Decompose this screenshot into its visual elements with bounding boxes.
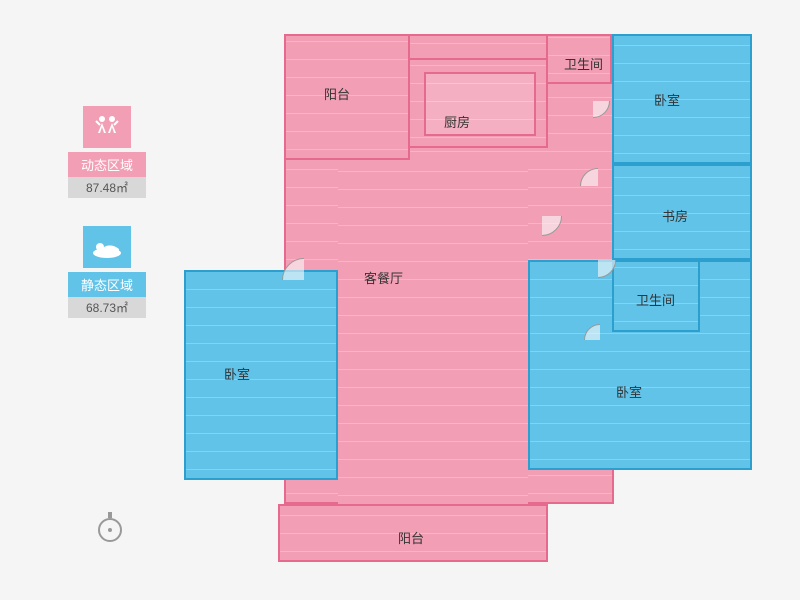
label-bed_left: 卧室: [224, 364, 250, 383]
room-bed_tr: [612, 34, 752, 164]
legend-static-value: 68.73㎡: [68, 297, 146, 318]
label-bed_tr: 卧室: [654, 90, 680, 109]
floorplan: 客餐厅阳台厨房卫生间阳台卧室书房卫生间卧室卧室: [184, 28, 754, 578]
label-kitchen: 厨房: [444, 112, 470, 131]
legend-panel: 动态区域 87.48㎡ 静态区域 68.73㎡: [68, 106, 146, 346]
legend-dynamic-value: 87.48㎡: [68, 177, 146, 198]
kitchen-counter: [424, 72, 536, 136]
label-living: 客餐厅: [364, 268, 403, 287]
people-icon: [83, 106, 131, 148]
living-corridor: [338, 160, 528, 504]
room-bed_left: [184, 270, 338, 480]
legend-dynamic-title: 动态区域: [68, 152, 146, 177]
label-balcony2: 阳台: [398, 528, 424, 547]
label-bath1: 卫生间: [564, 54, 603, 73]
label-bath2: 卫生间: [636, 290, 675, 309]
label-balcony1: 阳台: [324, 84, 350, 103]
label-bed_br: 卧室: [616, 382, 642, 401]
label-study: 书房: [662, 206, 688, 225]
sleep-icon: [83, 226, 131, 268]
legend-dynamic: 动态区域 87.48㎡: [68, 106, 146, 198]
legend-static-title: 静态区域: [68, 272, 146, 297]
compass-icon: [96, 510, 124, 538]
legend-static: 静态区域 68.73㎡: [68, 226, 146, 318]
